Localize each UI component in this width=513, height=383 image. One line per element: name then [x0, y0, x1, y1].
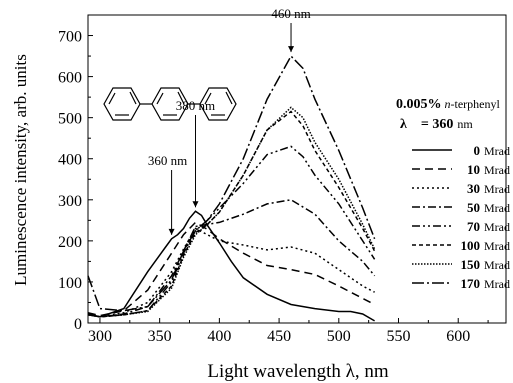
legend-unit-10: Mrad: [484, 163, 510, 177]
annotation-arrowhead-360: [168, 228, 175, 235]
x-tick-label: 350: [148, 328, 172, 345]
legend-unit-0: Mrad: [484, 144, 510, 158]
legend-label-100: 100: [461, 238, 481, 253]
annotation-arrowhead-380: [192, 201, 199, 208]
series-line-0-mrad: [87, 210, 375, 322]
x-tick-label: 500: [327, 328, 351, 345]
y-axis-label: Luminescence intensity, arb. units: [11, 54, 30, 286]
y-tick-label: 300: [58, 193, 82, 210]
legend-label-70: 70: [467, 219, 480, 234]
series-line-150-mrad: [87, 106, 376, 318]
terphenyl-molecule-icon: [103, 87, 237, 121]
series-line-30-mrad: [87, 227, 375, 318]
y-tick-label: 100: [58, 275, 82, 292]
x-tick-label: 450: [267, 328, 291, 345]
legend-label-170: 170: [461, 276, 481, 291]
x-tick-label: 550: [387, 328, 411, 345]
series-line-50-mrad: [87, 199, 376, 318]
legend-excitation: λ = 360 nm: [400, 117, 473, 132]
legend-header: 0.005% n-terphenyl: [396, 97, 500, 112]
y-tick-label: 500: [58, 111, 82, 128]
legend-label-30: 30: [467, 181, 480, 196]
series-line-70-mrad: [87, 145, 376, 318]
y-tick-label: 0: [74, 316, 82, 333]
legend-unit-30: Mrad: [484, 182, 510, 196]
x-tick-label: 600: [446, 328, 470, 345]
legend-unit-100: Mrad: [484, 239, 510, 253]
series-line-100-mrad: [87, 110, 376, 318]
plot-frame: [87, 14, 507, 324]
legend-unit-50: Mrad: [484, 201, 510, 215]
x-axis-label: Light wavelength λ, nm: [207, 361, 388, 382]
legend-label-50: 50: [467, 200, 480, 215]
x-tick-label: 400: [207, 328, 231, 345]
legend-label-150: 150: [461, 257, 481, 272]
legend-label-0: 0: [474, 143, 481, 158]
y-tick-label: 200: [58, 234, 82, 251]
series-line-10-mrad: [87, 221, 375, 317]
y-tick-label: 700: [58, 29, 82, 46]
legend-unit-70: Mrad: [484, 220, 510, 234]
peak-annotation-360: 360 nm: [148, 153, 187, 168]
peak-annotation-460: 460 nm: [271, 6, 310, 21]
legend-label-10: 10: [467, 162, 480, 177]
y-tick-label: 600: [58, 70, 82, 87]
legend-unit-150: Mrad: [484, 258, 510, 272]
legend-unit-170: Mrad: [484, 277, 510, 291]
annotation-arrowhead-460: [288, 46, 295, 53]
x-tick-label: 300: [88, 328, 112, 345]
y-tick-label: 400: [58, 152, 82, 169]
